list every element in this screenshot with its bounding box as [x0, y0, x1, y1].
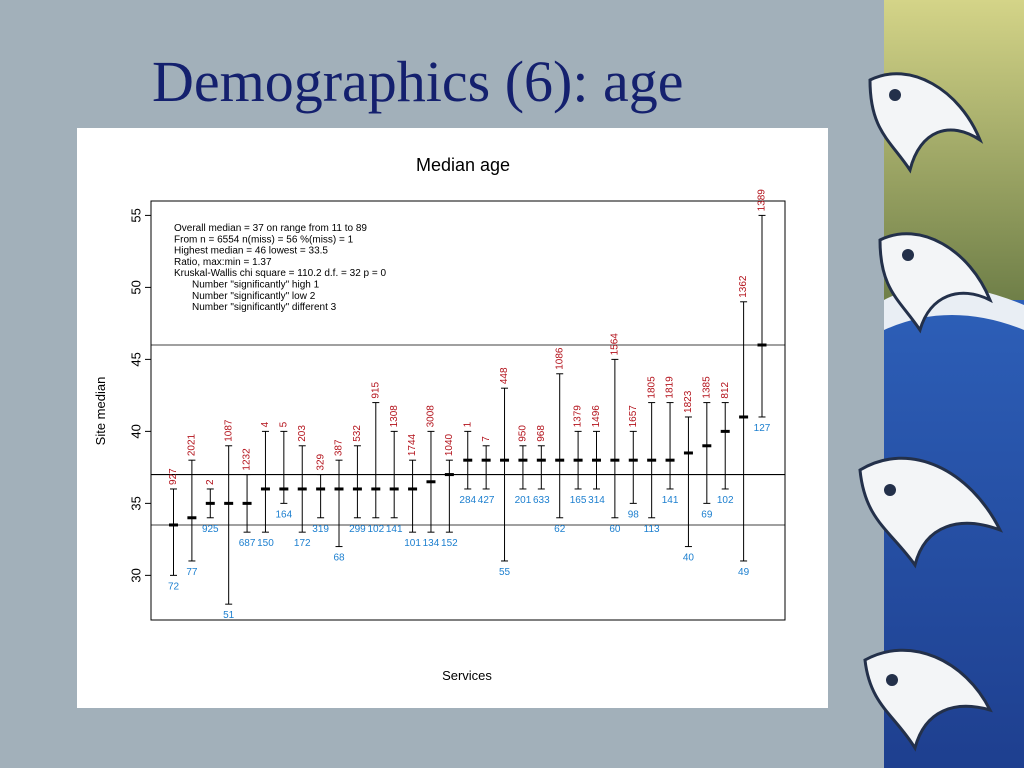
- upper-count-label: 5: [278, 421, 289, 427]
- upper-count-label: 1362: [738, 275, 749, 298]
- annotation-line: Ratio, max:min = 1.37: [174, 257, 272, 268]
- lower-count-label: 427: [478, 495, 495, 506]
- lower-count-label: 165: [570, 495, 587, 506]
- lower-count-label: 299: [349, 524, 366, 535]
- lower-count-label: 150: [257, 538, 274, 549]
- y-axis-label: Site median: [93, 377, 108, 446]
- x-axis-label: Services: [442, 668, 492, 683]
- lower-count-label: 102: [717, 495, 734, 506]
- lower-count-label: 72: [168, 581, 180, 592]
- upper-count-label: 1: [462, 421, 473, 427]
- upper-count-label: 1232: [242, 448, 253, 471]
- lower-count-label: 77: [186, 567, 198, 578]
- upper-count-label: 1389: [757, 189, 768, 212]
- y-tick-label: 40: [128, 424, 143, 438]
- annotation-line: From n = 6554 n(miss) = 56 %(miss) = 1: [174, 234, 354, 245]
- lower-count-label: 102: [367, 524, 384, 535]
- lower-count-label: 127: [754, 423, 771, 434]
- lower-count-label: 172: [294, 538, 311, 549]
- lower-count-label: 134: [423, 538, 440, 549]
- chart-annotations: Overall median = 37 on range from 11 to …: [174, 223, 386, 313]
- upper-count-label: 387: [334, 439, 345, 456]
- upper-count-label: 1308: [389, 405, 400, 428]
- upper-count-label: 1086: [554, 347, 565, 370]
- y-tick-label: 35: [128, 496, 143, 510]
- upper-count-label: 7: [481, 436, 492, 442]
- upper-count-label: 329: [315, 453, 326, 470]
- lower-count-label: 68: [333, 553, 345, 564]
- upper-count-label: 915: [370, 381, 381, 398]
- lower-count-label: 314: [588, 495, 605, 506]
- upper-count-label: 3008: [426, 405, 437, 428]
- upper-count-label: 1744: [407, 433, 418, 456]
- upper-count-label: 203: [297, 425, 308, 442]
- lower-count-label: 69: [701, 509, 713, 520]
- chart-marks: 9277220217729251087511232687415051642031…: [168, 189, 771, 621]
- lower-count-label: 55: [499, 567, 511, 578]
- upper-count-label: 950: [518, 425, 529, 442]
- lower-count-label: 51: [223, 610, 235, 621]
- lower-count-label: 101: [404, 538, 421, 549]
- upper-count-label: 1087: [223, 419, 234, 442]
- lower-count-label: 201: [515, 495, 532, 506]
- lower-count-label: 141: [662, 495, 679, 506]
- upper-count-label: 1379: [573, 405, 584, 428]
- upper-count-label: 2021: [187, 433, 198, 456]
- lower-count-label: 284: [459, 495, 476, 506]
- lower-count-label: 925: [202, 524, 219, 535]
- lower-count-label: 633: [533, 495, 550, 506]
- y-tick-label: 50: [128, 280, 143, 294]
- lower-count-label: 687: [239, 538, 256, 549]
- lower-count-label: 152: [441, 538, 458, 549]
- lower-count-label: 40: [683, 553, 695, 564]
- upper-count-label: 812: [720, 381, 731, 398]
- upper-count-label: 4: [260, 421, 271, 427]
- lower-count-label: 62: [554, 524, 566, 535]
- lower-count-label: 60: [609, 524, 621, 535]
- lower-count-label: 98: [628, 509, 640, 520]
- upper-count-label: 1564: [610, 333, 621, 356]
- annotation-line: Number "significantly" low 2: [192, 291, 316, 302]
- y-tick-label: 45: [128, 352, 143, 366]
- upper-count-label: 927: [168, 468, 179, 485]
- decorative-wave-border: [858, 0, 1024, 768]
- upper-count-label: 1823: [683, 390, 694, 413]
- slide-title: Demographics (6): age: [152, 49, 684, 114]
- annotation-line: Overall median = 37 on range from 11 to …: [174, 223, 367, 234]
- annotation-line: Kruskal-Wallis chi square = 110.2 d.f. =…: [174, 268, 386, 279]
- annotation-line: Number "significantly" high 1: [192, 280, 320, 291]
- annotation-line: Highest median = 46 lowest = 33.5: [174, 246, 328, 257]
- upper-count-label: 1819: [665, 376, 676, 399]
- upper-count-label: 1657: [628, 405, 639, 428]
- upper-count-label: 1496: [591, 405, 602, 428]
- upper-count-label: 1040: [444, 433, 455, 456]
- upper-count-label: 968: [536, 425, 547, 442]
- y-tick-label: 55: [128, 208, 143, 222]
- upper-count-label: 532: [352, 425, 363, 442]
- y-tick-label: 30: [128, 568, 143, 582]
- upper-count-label: 448: [499, 367, 510, 384]
- lower-count-label: 319: [312, 524, 329, 535]
- lower-count-label: 49: [738, 567, 750, 578]
- chart-title: Median age: [416, 155, 510, 175]
- lower-count-label: 164: [276, 509, 293, 520]
- upper-count-label: 2: [205, 479, 216, 485]
- upper-count-label: 1805: [646, 376, 657, 399]
- chart-panel: Median age 30 35 40 45 50 55 927 72 2021 77 2 925 1…: [77, 128, 828, 708]
- upper-count-label: 1385: [701, 376, 712, 399]
- y-axis: 30 35 40 45 50 55: [128, 208, 152, 583]
- lower-count-label: 113: [644, 524, 660, 535]
- lower-count-label: 141: [386, 524, 403, 535]
- annotation-line: Number "significantly" different 3: [192, 302, 337, 313]
